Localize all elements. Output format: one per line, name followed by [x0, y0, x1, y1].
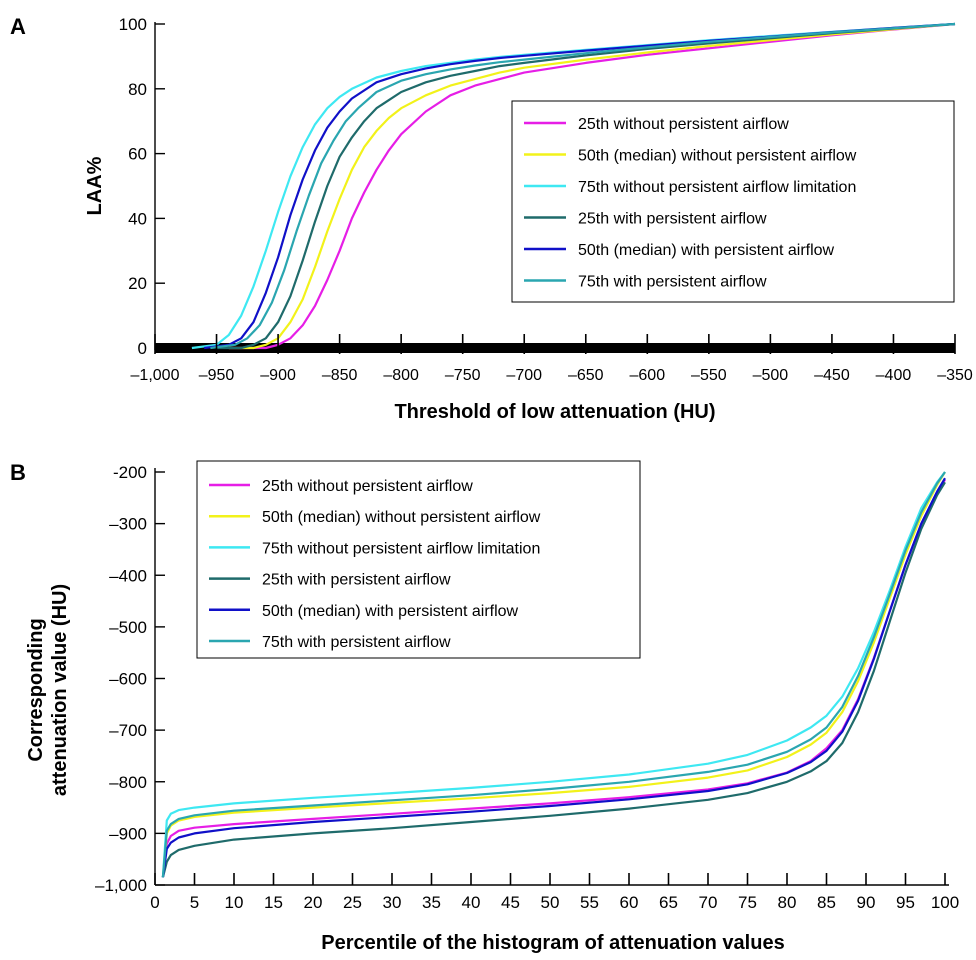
panel-a-x-tick-label: –600 — [630, 367, 666, 384]
panel-b-x-tick-label: 55 — [580, 893, 599, 912]
panel-a-legend-label: 50th (median) without persistent airflow — [578, 148, 857, 165]
panel-b-x-tick-label: 40 — [462, 893, 481, 912]
panel-b-y-axis-label-line-1: Corresponding — [25, 618, 47, 761]
panel-a-x-tick-label: –650 — [568, 367, 604, 384]
panel-a-x-tick-label: –900 — [260, 367, 296, 384]
panel-a-x-axis-label: Threshold of low attenuation (HU) — [394, 401, 715, 423]
panel-b-y-tick-label: –400 — [109, 566, 147, 585]
panel-a-x-tick-label: –750 — [445, 367, 481, 384]
panel-b-x-tick-label: 35 — [422, 893, 441, 912]
panel-a-y-axis-label: LAA% — [84, 156, 106, 215]
panel-b-series-25th-with-persistent-airflow — [161, 481, 946, 878]
panel-b-x-tick-label: 0 — [150, 893, 159, 912]
panel-b-series-50th-median-with-persistent-airflow — [161, 477, 946, 878]
panel-a-y-tick-label: 60 — [128, 145, 147, 164]
panel-b-y-tick-label: –600 — [109, 670, 147, 689]
panel-b-legend-label: 75th with persistent airflow — [262, 634, 451, 651]
panel-b-x-tick-label: 25 — [343, 893, 362, 912]
panel-b-x-tick-label: 90 — [857, 893, 876, 912]
panel-a-axes — [154, 22, 955, 353]
panel-a-x-tick-label: –800 — [383, 367, 419, 384]
panel-b-letter: B — [10, 460, 26, 485]
panel-b-series-75th-with-persistent-airflow — [161, 471, 946, 878]
panel-b-x-tick-label: 10 — [225, 893, 244, 912]
panel-b-series-50th-median-without-persistent-airflow — [161, 471, 946, 878]
panel-a-y-tick-label: 80 — [128, 80, 147, 99]
panel-b-y-axis-label-line-2: attenuation value (HU) — [49, 584, 71, 796]
panel-a-series — [191, 22, 956, 350]
panel-a-y-tick-label: 100 — [119, 15, 147, 34]
panel-b-ticks: 0 5 10 15 20 25 30 35 40 45 50 55 60 65 70 75 80 85 90 95 10… — [95, 463, 959, 912]
panel-b-x-tick-label: 100 — [931, 893, 959, 912]
panel-a-x-tick-label: –1,000 — [131, 367, 180, 384]
panel-b-legend-label: 25th with persistent airflow — [262, 572, 451, 589]
panel-b-x-axis-label: Percentile of the histogram of attenuati… — [321, 932, 784, 954]
panel-b-legend-label: 75th without persistent airflow limitati… — [262, 540, 540, 557]
panel-b-series — [161, 471, 946, 878]
panel-b-x-tick-label: 30 — [383, 893, 402, 912]
panel-a-y-tick-label: 0 — [138, 339, 147, 358]
panel-a-x-tick-label: –950 — [199, 367, 235, 384]
panel-b-y-tick-label: –800 — [109, 773, 147, 792]
panel-b-x-tick-label: 80 — [778, 893, 797, 912]
panel-a-y-tick-label: 20 — [128, 274, 147, 293]
panel-a-legend-label: 75th with persistent airflow — [578, 274, 767, 291]
panel-a-series-25th-without-persistent-airflow — [228, 22, 956, 350]
panel-b-x-tick-label: 85 — [817, 893, 836, 912]
panel-a-legend: 25th without persistent airflow 50th (med… — [511, 100, 955, 303]
panel-a-x-tick-label: –850 — [322, 367, 358, 384]
panel-b-x-tick-label: 65 — [659, 893, 678, 912]
panel-a-legend-label: 75th without persistent airflow limitati… — [578, 179, 856, 196]
panel-b-x-tick-label: 20 — [304, 893, 323, 912]
panel-b-legend-label: 50th (median) without persistent airflow — [262, 509, 541, 526]
panel-b-legend-label: 25th without persistent airflow — [262, 478, 473, 495]
panel-b-series-75th-without-persistent-airflow-limitation — [161, 471, 946, 878]
panel-a-series-25th-with-persistent-airflow — [216, 22, 956, 350]
panel-b: B 0 5 10 15 20 25 30 35 40 45 50 55 60 65 70 75 80 85 90 95… — [10, 460, 959, 954]
panel-a-legend-label: 25th with persistent airflow — [578, 211, 767, 228]
panel-a-legend-label: 50th (median) with persistent airflow — [578, 242, 835, 259]
panel-a-x-tick-label: –500 — [753, 367, 789, 384]
panel-a-series-50th-median-without-persistent-airflow — [228, 22, 956, 350]
panel-a-x-tick-label: –700 — [506, 367, 542, 384]
panel-b-y-tick-label: -200 — [113, 463, 147, 482]
panel-b-x-tick-label: 60 — [620, 893, 639, 912]
panel-b-x-tick-label: 5 — [190, 893, 199, 912]
panel-b-x-tick-label: 15 — [264, 893, 283, 912]
panel-a-x-tick-label: –400 — [876, 367, 912, 384]
panel-b-legend: 25th without persistent airflow 50th (med… — [196, 460, 641, 659]
panel-a-legend-box — [511, 100, 955, 303]
panel-a-y-tick-label: 40 — [128, 209, 147, 228]
panel-a-x-axis-bar — [155, 343, 955, 353]
panel-b-x-tick-label: 50 — [541, 893, 560, 912]
panel-b-y-tick-label: –1,000 — [95, 876, 147, 895]
panel-b-x-tick-label: 70 — [699, 893, 718, 912]
panel-a-letter: A — [10, 14, 26, 39]
panel-b-legend-box — [196, 460, 641, 659]
panel-b-x-tick-label: 45 — [501, 893, 520, 912]
panel-b-y-tick-label: –500 — [109, 618, 147, 637]
panel-a-x-tick-label: –350 — [937, 367, 973, 384]
panel-a: A –1,000 –950 –900 –850 –800 –750 –700 –650 –600… — [10, 14, 973, 423]
panel-b-y-tick-label: –700 — [109, 721, 147, 740]
panel-b-x-tick-label: 95 — [896, 893, 915, 912]
panel-b-y-tick-label: –900 — [109, 824, 147, 843]
panel-a-x-tick-label: –450 — [814, 367, 850, 384]
panel-b-legend-label: 50th (median) with persistent airflow — [262, 603, 519, 620]
panel-a-series-75th-with-persistent-airflow — [210, 22, 956, 350]
panel-b-axes — [154, 468, 949, 886]
panel-a-x-tick-label: –550 — [691, 367, 727, 384]
panel-b-x-tick-label: 75 — [738, 893, 757, 912]
panel-b-y-tick-label: –300 — [109, 515, 147, 534]
panel-a-ticks: –1,000 –950 –900 –850 –800 –750 –700 –650 –600 –5… — [119, 15, 973, 384]
panel-a-legend-label: 25th without persistent airflow — [578, 116, 789, 133]
